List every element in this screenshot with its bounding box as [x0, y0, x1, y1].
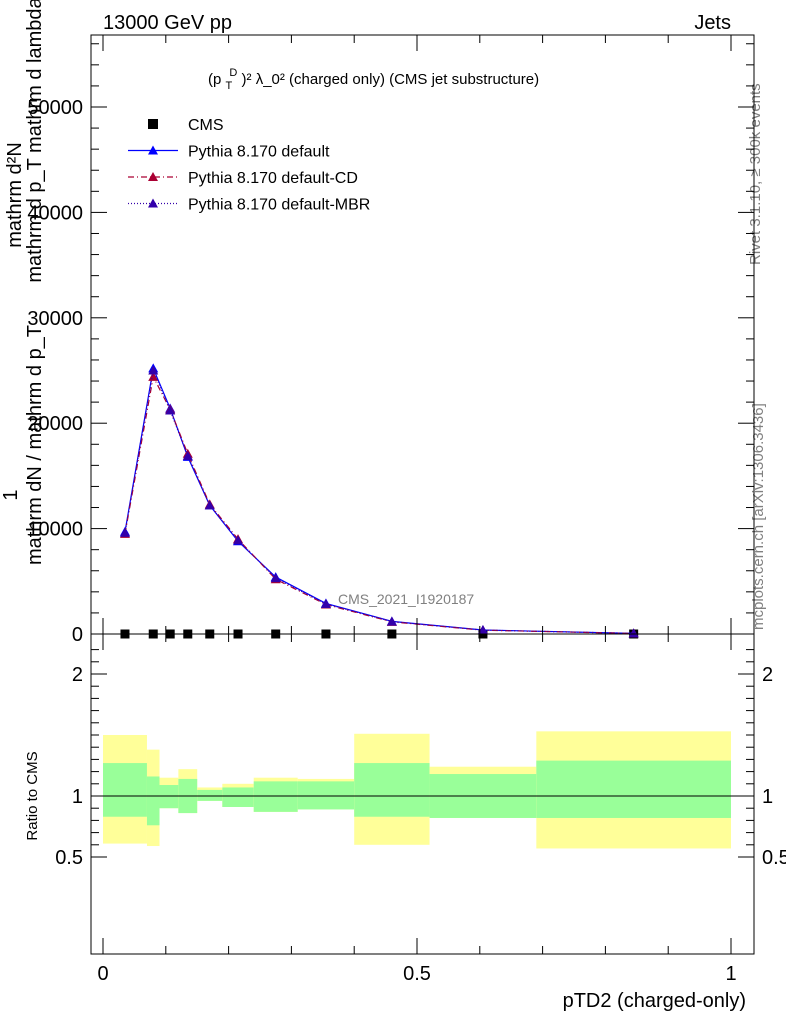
mbr-point: [204, 500, 215, 510]
mbr-point: [320, 598, 331, 608]
xtick-label: 0: [97, 963, 108, 985]
ratio-ytick-label-right: 2: [762, 664, 773, 686]
ratio-band-inner-7: [297, 781, 355, 810]
main-series: [119, 363, 639, 639]
header-energy: 13000 GeV pp: [103, 12, 232, 34]
mbr-point: [477, 625, 488, 635]
main-ytick-label: 20000: [27, 413, 83, 435]
mcplots-label: mcplots.cern.ch [arXiv:1306.3436]: [750, 403, 767, 630]
ratio-band-inner-2: [159, 785, 179, 809]
legend-entry-mbr: Pythia 8.170 default-MBR: [128, 197, 370, 214]
ratio-band-inner-6: [253, 781, 298, 812]
rivet-version-label: Rivet 3.1.10, ≥ 300k events: [747, 83, 764, 265]
ratio-ylabel: Ratio to CMS: [24, 751, 41, 840]
axis-ticks: 0 10000 20000 30000 40000 50000 0 0.5 1 0.5 0.5 1 1 2…: [27, 35, 786, 985]
title-rest: )² λ_0² (charged only) (CMS jet substruc…: [242, 71, 540, 88]
legend-label: Pythia 8.170 default-MBR: [188, 197, 370, 214]
title-sup: D: [229, 67, 237, 79]
ratio-band-inner-1: [146, 776, 160, 826]
legend-marker: [148, 172, 158, 181]
cd-point: [148, 371, 159, 381]
ratio-band-inner-0: [103, 763, 147, 817]
ylabel-numerator: mathrm d²N: [4, 142, 26, 248]
title-sub: T: [226, 80, 233, 92]
title-base: (p: [208, 71, 221, 88]
mbr-line: [124, 368, 634, 634]
ratio-ytick-label-right: 0.5: [762, 847, 786, 869]
mbr-point: [270, 573, 281, 583]
legend-label: Pythia 8.170 default: [188, 144, 330, 161]
legend-marker: [148, 198, 158, 208]
xtick-label: 0.5: [403, 963, 431, 985]
mbr-point: [386, 616, 397, 626]
mbr-point: [119, 527, 130, 537]
legend-entry-cms: CMS: [148, 117, 224, 134]
ratio-band-inner-8: [354, 763, 430, 817]
main-ytick-label: 0: [72, 624, 83, 646]
ratio-band-inner-5: [222, 787, 254, 807]
ratio-band-inner-10: [536, 760, 731, 818]
analysis-watermark: CMS_2021_I1920187: [338, 591, 474, 607]
xlabel: pTD2 (charged-only): [563, 990, 746, 1012]
legend: CMS Pythia 8.170 default Pythia 8.170 defa…: [128, 117, 370, 214]
ylabel-den1: mathrm d p_T mathrm d lambda: [24, 0, 46, 283]
legend-label: CMS: [188, 117, 224, 134]
ylabel-prefix: 1: [0, 489, 22, 500]
plot-title: (p T D )² λ_0² (charged only) (CMS jet s…: [208, 63, 539, 93]
header-jets: Jets: [694, 12, 731, 34]
ylabel-den0: mathrm dN / mathrm d p_T: [24, 325, 46, 565]
ratio-ytick-label-right: 1: [762, 786, 773, 808]
main-ytick-label: 50000: [27, 97, 83, 119]
mbr-point: [233, 535, 244, 545]
mbr-point: [628, 628, 639, 638]
ratio-ytick-label: 0.5: [55, 847, 83, 869]
main-ytick-label: 10000: [27, 519, 83, 541]
main-ytick-label: 30000: [27, 308, 83, 330]
xtick-label: 1: [725, 963, 736, 985]
legend-marker: [148, 145, 158, 155]
ratio-bands: [103, 731, 731, 849]
legend-marker: [148, 119, 158, 129]
mbr-point: [182, 450, 193, 460]
ratio-ytick-label: 1: [72, 786, 83, 808]
ratio-frame: [90, 633, 755, 955]
mbr-point: [165, 405, 176, 415]
legend-label: Pythia 8.170 default-CD: [188, 170, 358, 187]
ratio-band-inner-4: [197, 789, 223, 801]
svg-text:(p T D )² λ_: (p T D )² λ_0² (charged only) (CMS jet s…: [208, 63, 539, 93]
ratio-ytick-label: 2: [72, 664, 83, 686]
series-mbr: [119, 365, 639, 638]
legend-entry-default: Pythia 8.170 default: [128, 144, 330, 161]
main-ytick-label: 40000: [27, 202, 83, 224]
legend-entry-cd: Pythia 8.170 default-CD: [128, 170, 358, 187]
main-ylabel: 1 mathrm d²N mathrm dN / mathrm d p_T ma…: [0, 0, 46, 565]
mbr-point: [148, 365, 159, 375]
